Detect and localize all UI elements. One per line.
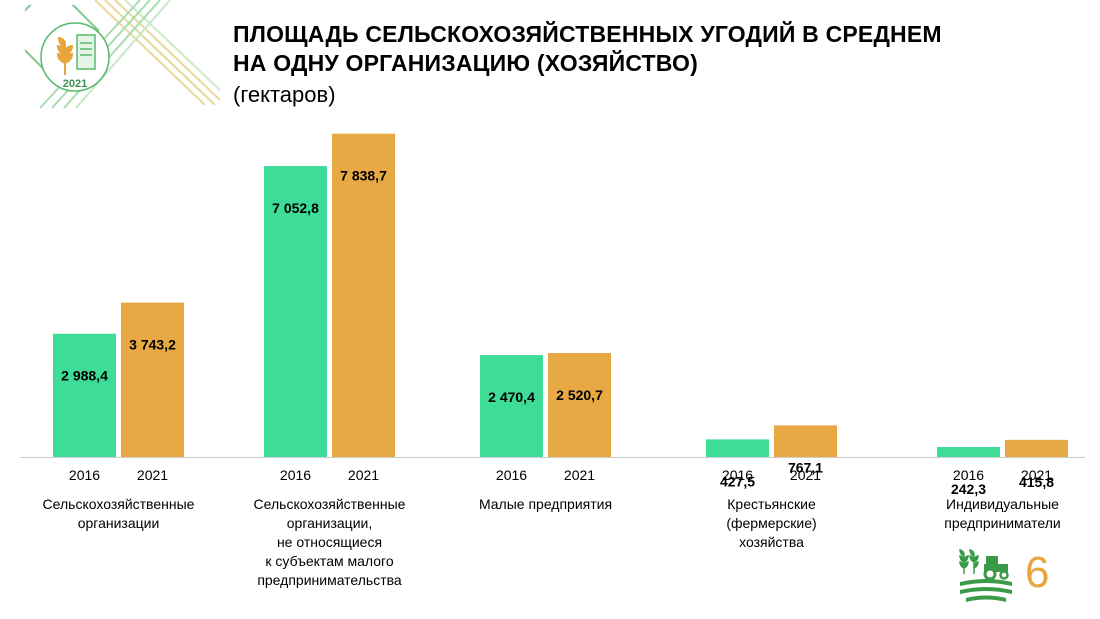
bar-2021 <box>121 302 184 457</box>
bar-2021 <box>548 353 611 457</box>
bar-2016 <box>706 439 769 457</box>
data-label: 2 520,7 <box>556 387 603 403</box>
data-label: 3 743,2 <box>129 337 176 353</box>
category-label-line: Крестьянские <box>727 496 816 512</box>
category-label: Малые предприятия <box>436 495 656 514</box>
x-tick-label: 2016 <box>722 467 753 483</box>
bar-2016 <box>264 166 327 457</box>
data-label: 2 470,4 <box>488 389 535 405</box>
category-label-line: Индивидуальные <box>946 496 1059 512</box>
data-label: 7 052,8 <box>272 200 319 216</box>
category-label-line: организации, <box>286 515 373 531</box>
category-label-line: Сельскохозяйственные <box>253 496 406 512</box>
bar-2021 <box>1005 439 1068 457</box>
data-label: 767,1 <box>788 459 823 475</box>
agriculture-tractor-icon <box>959 549 1012 602</box>
page-title: ПЛОЩАДЬ СЕЛЬСКОХОЗЯЙСТВЕННЫХ УГОДИЙ В СР… <box>233 20 942 78</box>
logo-year: 2021 <box>63 78 87 90</box>
x-tick-label: 2021 <box>137 467 168 483</box>
x-tick-label: 2016 <box>280 467 311 483</box>
category-label-line: предприниматели <box>944 515 1061 531</box>
bar-2021 <box>332 133 395 457</box>
data-label: 427,5 <box>720 473 755 489</box>
category-label-line: организации <box>77 515 160 531</box>
bar-2016 <box>937 447 1000 457</box>
page-subtitle: (гектаров) <box>233 82 336 107</box>
title-line-1: ПЛОЩАДЬ СЕЛЬСКОХОЗЯЙСТВЕННЫХ УГОДИЙ В СР… <box>233 21 942 47</box>
title-line-2: НА ОДНУ ОРГАНИЗАЦИЮ (ХОЗЯЙСТВО) <box>233 50 698 76</box>
page-number: 6 <box>1025 548 1050 597</box>
category-label-line: не относящиеся <box>276 534 383 550</box>
census-logo-icon: 2021 <box>25 5 110 92</box>
x-tick-label: 2021 <box>348 467 379 483</box>
category-label-line: предпринимательства <box>257 572 402 588</box>
x-tick-label: 2021 <box>790 467 821 483</box>
x-tick-label: 2021 <box>564 467 595 483</box>
bar-2021 <box>774 425 837 457</box>
category-label-line: к субъектам малого <box>265 553 394 569</box>
data-label: 242,3 <box>951 481 986 497</box>
category-label: Сельскохозяйственные организации <box>9 495 229 533</box>
category-label-line: хозяйства <box>739 534 804 550</box>
category-label: Сельскохозяйственные организации, не относ… <box>220 495 440 590</box>
x-tick-label: 2016 <box>953 467 984 483</box>
x-tick-label: 2021 <box>1021 467 1052 483</box>
x-tick-label: 2016 <box>69 467 100 483</box>
data-label: 415,8 <box>1019 474 1054 490</box>
bar-2016 <box>53 333 116 457</box>
data-label: 2 988,4 <box>61 368 108 384</box>
category-label-line: (фермерские) <box>726 515 817 531</box>
category-label-line: Сельскохозяйственные <box>42 496 195 512</box>
bar-2016 <box>480 355 543 457</box>
category-label-line: Малые предприятия <box>478 496 613 512</box>
x-tick-label: 2016 <box>496 467 527 483</box>
category-label: Крестьянские (фермерские) хозяйства <box>662 495 882 552</box>
category-label: Индивидуальные предприниматели <box>893 495 1100 533</box>
data-label: 7 838,7 <box>340 168 387 184</box>
